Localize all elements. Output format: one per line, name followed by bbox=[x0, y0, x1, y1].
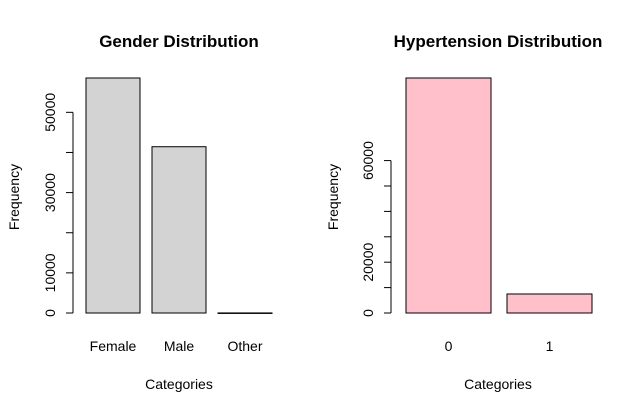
bars bbox=[405, 77, 593, 314]
bar-female bbox=[85, 77, 141, 314]
x-tick-labels: Female Male Other bbox=[90, 338, 263, 354]
y-axis-label: Frequency bbox=[6, 164, 22, 230]
bars bbox=[85, 77, 273, 314]
y-tick-label: 30000 bbox=[42, 173, 58, 212]
chart-title: Hypertension Distribution bbox=[394, 32, 603, 51]
x-tick-label: Female bbox=[90, 338, 137, 354]
bar-1 bbox=[506, 293, 593, 314]
chart-title: Gender Distribution bbox=[99, 32, 259, 51]
y-axis: 0 10000 30000 50000 bbox=[42, 93, 74, 317]
bar-other bbox=[217, 312, 273, 314]
bar-0 bbox=[405, 77, 492, 314]
x-tick-label: 1 bbox=[546, 338, 554, 354]
y-tick-label: 10000 bbox=[42, 253, 58, 292]
x-tick-label: Male bbox=[164, 338, 195, 354]
y-tick-label: 0 bbox=[360, 309, 376, 317]
x-tick-label: Other bbox=[227, 338, 262, 354]
y-tick-label: 60000 bbox=[360, 141, 376, 180]
y-tick-label: 50000 bbox=[42, 93, 58, 132]
x-axis-label: Categories bbox=[464, 376, 532, 392]
y-tick-label: 0 bbox=[42, 309, 58, 317]
hypertension-distribution-chart: Hypertension Distribution Categories Fre… bbox=[325, 32, 602, 392]
bar-male bbox=[151, 146, 207, 314]
x-axis-label: Categories bbox=[145, 376, 213, 392]
y-axis-label: Frequency bbox=[325, 164, 341, 230]
x-tick-label: 0 bbox=[445, 338, 453, 354]
y-tick-label: 20000 bbox=[360, 243, 376, 282]
gender-distribution-chart: Gender Distribution Categories Frequency… bbox=[6, 32, 273, 392]
y-axis: 0 20000 60000 bbox=[360, 141, 392, 317]
